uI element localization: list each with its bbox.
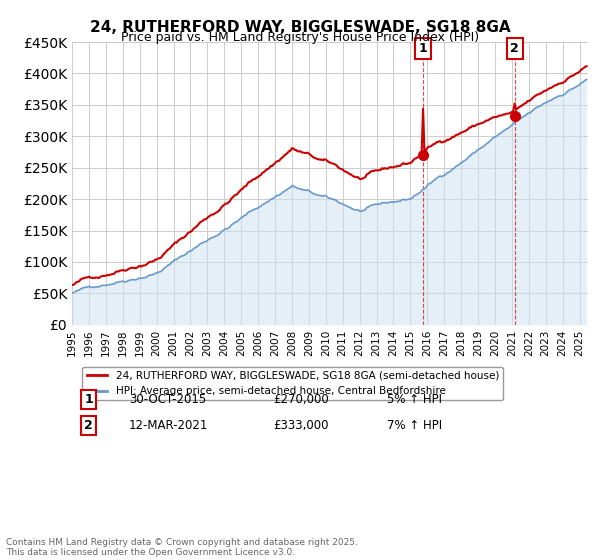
Text: Price paid vs. HM Land Registry's House Price Index (HPI): Price paid vs. HM Land Registry's House …	[121, 31, 479, 44]
Text: Contains HM Land Registry data © Crown copyright and database right 2025.
This d: Contains HM Land Registry data © Crown c…	[6, 538, 358, 557]
Text: 5% ↑ HPI: 5% ↑ HPI	[387, 393, 442, 406]
Text: 12-MAR-2021: 12-MAR-2021	[129, 419, 208, 432]
Text: £333,000: £333,000	[273, 419, 329, 432]
Text: 1: 1	[419, 42, 427, 55]
Text: 2: 2	[84, 419, 93, 432]
Text: 7% ↑ HPI: 7% ↑ HPI	[387, 419, 442, 432]
Text: 30-OCT-2015: 30-OCT-2015	[129, 393, 206, 406]
Legend: 24, RUTHERFORD WAY, BIGGLESWADE, SG18 8GA (semi-detached house), HPI: Average pr: 24, RUTHERFORD WAY, BIGGLESWADE, SG18 8G…	[82, 367, 503, 400]
Text: 24, RUTHERFORD WAY, BIGGLESWADE, SG18 8GA: 24, RUTHERFORD WAY, BIGGLESWADE, SG18 8G…	[89, 20, 511, 35]
Text: 1: 1	[84, 393, 93, 406]
Text: £270,000: £270,000	[273, 393, 329, 406]
Text: 2: 2	[511, 42, 519, 55]
